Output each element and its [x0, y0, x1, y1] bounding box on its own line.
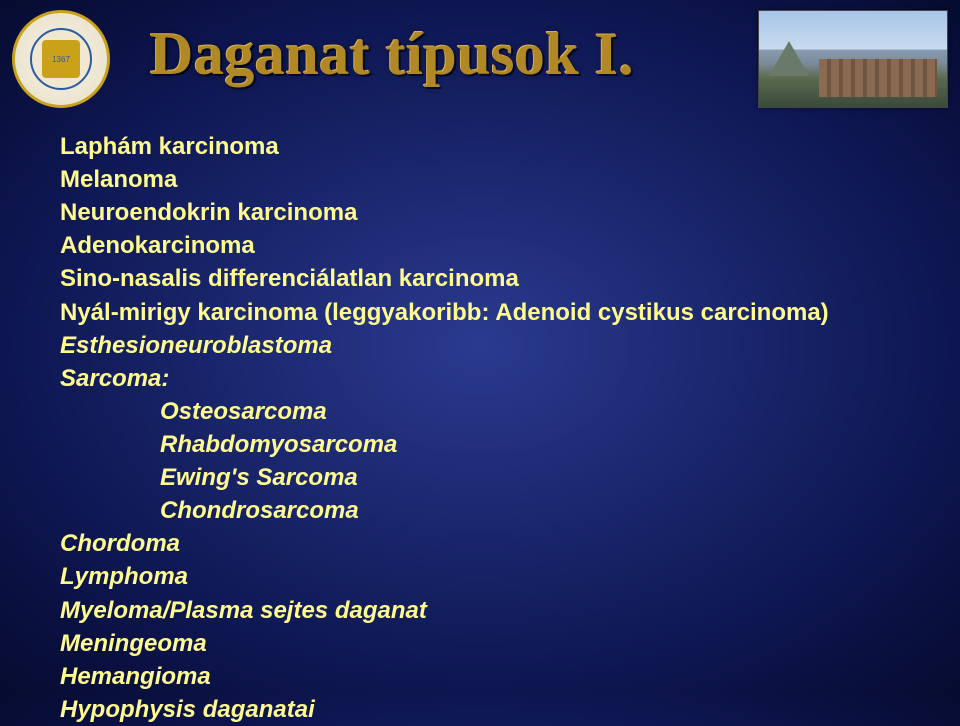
body-line: Hemangioma: [60, 660, 900, 693]
body-line: Lymphoma: [60, 560, 900, 593]
body-line: Neuroendokrin karcinoma: [60, 196, 900, 229]
slide-body: Laphám karcinomaMelanomaNeuroendokrin ka…: [60, 130, 900, 726]
body-line: Osteosarcoma: [60, 395, 900, 428]
seal-center-year: 1367: [42, 40, 80, 78]
seal-inner-ring: 1367: [30, 28, 92, 90]
university-seal-logo: 1367: [12, 10, 110, 108]
body-line: Nyál-mirigy karcinoma (leggyakoribb: Ade…: [60, 296, 900, 329]
body-line: Adenokarcinoma: [60, 229, 900, 262]
body-line: Sino-nasalis differenciálatlan karcinoma: [60, 262, 900, 295]
body-line: Ewing's Sarcoma: [60, 461, 900, 494]
body-line: Chordoma: [60, 527, 900, 560]
body-line: Laphám karcinoma: [60, 130, 900, 163]
body-line: Chondrosarcoma: [60, 494, 900, 527]
body-line: Rhabdomyosarcoma: [60, 428, 900, 461]
body-line: Esthesioneuroblastoma: [60, 329, 900, 362]
slide-title: Daganat típusok I.: [150, 20, 634, 89]
body-line: Sarcoma:: [60, 362, 900, 395]
body-line: Hypophysis daganatai: [60, 693, 900, 726]
body-line: Meningeoma: [60, 627, 900, 660]
body-line: Melanoma: [60, 163, 900, 196]
city-photo: [758, 10, 948, 108]
body-line: Myeloma/Plasma sejtes daganat: [60, 594, 900, 627]
